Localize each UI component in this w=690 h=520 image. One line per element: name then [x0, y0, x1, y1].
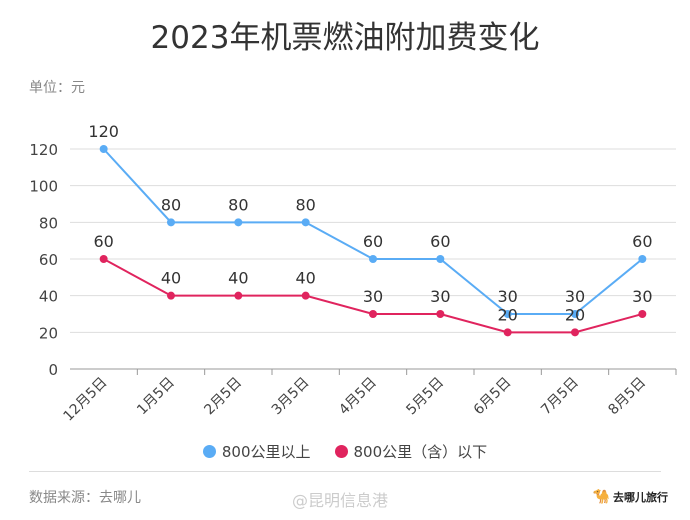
data-label: 80 [161, 195, 181, 214]
data-label: 20 [565, 305, 585, 324]
data-point [436, 255, 445, 263]
data-label: 30 [363, 287, 383, 306]
data-point [99, 145, 108, 153]
x-tick-label: 7月5日 [538, 375, 582, 419]
y-tick-label: 20 [39, 324, 58, 342]
data-label: 30 [497, 287, 517, 306]
data-point [99, 255, 108, 263]
chart-title: 2023年机票燃油附加费变化 [150, 20, 540, 56]
data-point [638, 310, 647, 318]
data-label: 60 [363, 232, 383, 251]
data-point [369, 255, 377, 263]
y-tick-label: 80 [39, 214, 58, 232]
divider [29, 471, 661, 472]
data-source: 数据来源：去哪儿 [29, 490, 141, 506]
line-chart: 0 20 40 60 80 100 120 12月5日 1月5日 2月5日 3月5日 4月5日 5月5日… [29, 122, 677, 425]
x-tick-label: 2月5日 [201, 375, 245, 419]
legend-item-long: 800公里以上 [202, 441, 311, 462]
brand-name: 去哪儿旅行 [613, 491, 668, 504]
y-tick-label: 0 [48, 361, 58, 379]
data-label: 80 [228, 195, 248, 214]
data-point [503, 310, 512, 318]
data-label: 120 [88, 122, 119, 141]
data-point [167, 291, 175, 300]
watermark: @昆明信息港 [292, 491, 389, 510]
data-point [436, 310, 445, 318]
data-point [503, 328, 512, 337]
legend: 800公里以上 800公里（含）以下 [0, 441, 690, 462]
data-label: 80 [295, 195, 315, 214]
x-tick-label: 4月5日 [336, 375, 380, 419]
data-point [234, 218, 243, 227]
data-label: 60 [430, 232, 450, 251]
data-label: 30 [430, 287, 450, 306]
y-tick-label: 60 [39, 251, 58, 269]
data-point [571, 310, 579, 318]
legend-label: 800公里（含）以下 [353, 443, 488, 461]
camel-icon: 🐪 [592, 489, 610, 505]
data-label: 40 [228, 269, 248, 288]
data-label: 30 [565, 287, 585, 306]
legend-label: 800公里以上 [221, 443, 311, 461]
y-tick-label: 40 [39, 288, 58, 306]
x-tick-label: 3月5日 [269, 375, 313, 419]
legend-marker [202, 445, 216, 458]
x-tick-label: 12月5日 [60, 375, 110, 425]
legend-item-short: 800公里（含）以下 [334, 441, 488, 462]
data-point [167, 218, 175, 227]
data-label: 40 [161, 269, 181, 288]
y-tick-label: 100 [29, 178, 58, 196]
data-label: 30 [632, 287, 652, 306]
data-point [234, 291, 243, 300]
brand-logo: 🐪 去哪儿旅行 [593, 489, 668, 505]
data-point [301, 218, 310, 227]
y-tick-label: 120 [29, 141, 58, 159]
x-tick-label: 1月5日 [134, 375, 178, 419]
data-point [571, 328, 579, 337]
unit-label: 单位：元 [29, 80, 85, 96]
data-label: 60 [632, 232, 652, 251]
data-label: 60 [93, 232, 113, 251]
data-point [301, 291, 310, 300]
legend-marker [334, 445, 348, 458]
data-point [369, 310, 377, 318]
data-label: 20 [497, 305, 517, 324]
x-tick-label: 5月5日 [403, 375, 447, 419]
x-tick-label: 6月5日 [471, 375, 515, 419]
data-label: 40 [295, 269, 315, 288]
data-point [638, 255, 647, 263]
x-tick-label: 8月5日 [605, 375, 649, 419]
